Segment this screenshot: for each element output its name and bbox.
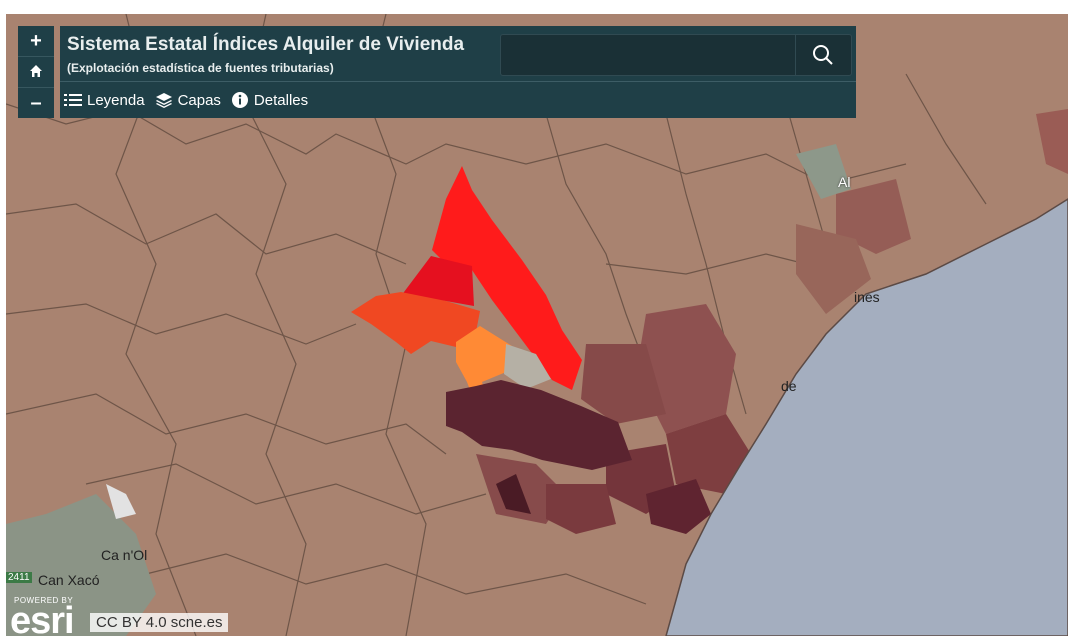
zoom-in[interactable]: + xyxy=(30,30,42,52)
district xyxy=(1036,109,1068,174)
district xyxy=(446,380,632,470)
zoom-out[interactable]: – xyxy=(18,87,54,118)
search-button[interactable] xyxy=(795,35,851,75)
details-button[interactable]: Detalles xyxy=(231,91,308,109)
divider xyxy=(60,81,856,82)
district xyxy=(432,166,582,390)
esri-logo: esri xyxy=(10,600,75,636)
legend-label: Leyenda xyxy=(87,91,145,109)
map-label: Ca n'Ol xyxy=(101,547,148,563)
layers-label: Capas xyxy=(177,91,221,109)
terrain xyxy=(106,484,136,519)
app-subtitle: (Explotación estadística de fuentes trib… xyxy=(67,61,334,75)
district xyxy=(401,256,474,306)
app-title: Sistema Estatal Índices Alquiler de Vivi… xyxy=(67,34,465,55)
menu: Leyenda Capas Detalles xyxy=(64,91,308,109)
district xyxy=(496,474,531,514)
zoom-control: + – xyxy=(18,26,54,118)
powered-by: POWERED BY xyxy=(14,596,74,605)
terrain xyxy=(6,494,156,636)
district xyxy=(646,479,711,534)
map-label: Al xyxy=(838,174,851,190)
district xyxy=(546,484,616,534)
legend-button[interactable]: Leyenda xyxy=(64,91,145,109)
layers-icon xyxy=(155,93,172,108)
header-panel: Sistema Estatal Índices Alquiler de Vivi… xyxy=(60,26,856,118)
map-label: ines xyxy=(854,289,880,305)
terrain xyxy=(504,344,551,389)
home-button[interactable] xyxy=(18,56,54,87)
district xyxy=(456,326,512,416)
attribution: CC BY 4.0 scne.es xyxy=(90,613,229,632)
map-label: de xyxy=(781,378,797,394)
district xyxy=(351,292,480,354)
details-label: Detalles xyxy=(253,91,309,109)
list-icon xyxy=(64,94,82,106)
district xyxy=(666,414,751,494)
terrain xyxy=(796,144,851,199)
info-icon xyxy=(231,92,248,108)
district xyxy=(796,224,871,314)
search-icon xyxy=(813,45,833,65)
home-icon xyxy=(30,65,42,77)
district xyxy=(581,344,666,424)
sea xyxy=(665,198,1068,636)
district xyxy=(836,179,911,254)
layers-button[interactable]: Capas xyxy=(155,91,221,109)
road-label: 2411 xyxy=(6,572,32,583)
search-box[interactable] xyxy=(500,34,852,76)
map-label: Can Xacó xyxy=(38,572,100,588)
